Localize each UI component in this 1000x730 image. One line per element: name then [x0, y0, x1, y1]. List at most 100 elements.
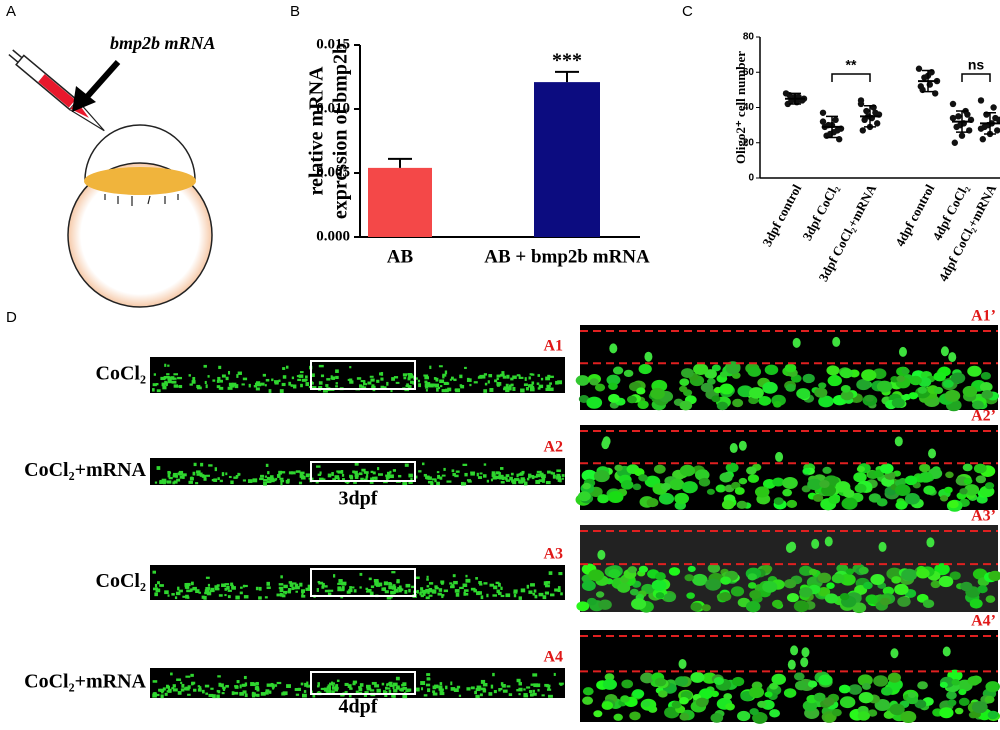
cell — [319, 471, 322, 475]
cell — [425, 385, 429, 389]
image-tag: A4 — [543, 649, 563, 666]
cell — [483, 373, 487, 376]
cell — [386, 381, 389, 386]
cell — [235, 474, 239, 478]
cell — [188, 374, 191, 377]
cell — [465, 592, 469, 596]
cell — [650, 387, 665, 400]
cell — [895, 500, 908, 510]
cell — [606, 374, 621, 386]
cell — [631, 598, 647, 610]
cell — [979, 382, 993, 392]
cell — [505, 383, 509, 388]
cell — [478, 591, 482, 595]
cell — [242, 479, 246, 482]
cell — [152, 680, 158, 683]
cell — [840, 385, 851, 393]
cell — [483, 463, 487, 466]
cell — [484, 382, 488, 386]
cell — [166, 684, 169, 689]
cell — [300, 475, 306, 480]
cell — [557, 380, 563, 385]
cell — [895, 484, 911, 497]
cell — [272, 479, 277, 482]
cell — [205, 692, 209, 695]
cell — [441, 582, 444, 585]
cell — [327, 473, 332, 478]
cell — [298, 481, 303, 485]
cell — [318, 364, 324, 368]
cell — [384, 590, 389, 594]
cell — [187, 693, 191, 696]
cell — [814, 387, 828, 398]
cell — [506, 685, 511, 688]
cell — [176, 478, 181, 482]
cell — [190, 673, 194, 677]
cell — [440, 385, 443, 388]
cell — [854, 483, 867, 493]
cell — [620, 576, 629, 584]
cell — [332, 574, 336, 578]
cell — [461, 482, 467, 486]
cell — [629, 588, 639, 596]
cell — [340, 470, 344, 474]
cell — [164, 363, 167, 367]
cell — [268, 389, 272, 393]
cell — [274, 381, 279, 385]
cell — [470, 472, 475, 476]
cell — [940, 346, 949, 357]
cell — [473, 589, 477, 593]
cell — [843, 489, 855, 498]
data-point — [977, 97, 985, 104]
cell — [589, 378, 599, 386]
cell — [638, 565, 649, 573]
cell — [557, 478, 560, 482]
cell — [423, 694, 428, 697]
cell — [609, 343, 618, 354]
cell — [454, 474, 459, 478]
cell — [782, 488, 793, 497]
cell — [914, 699, 927, 709]
cell — [557, 588, 561, 593]
cell — [425, 389, 428, 392]
cell — [447, 387, 452, 392]
cell — [839, 696, 856, 709]
cell — [189, 383, 193, 386]
cell — [532, 683, 537, 686]
cell — [711, 395, 721, 403]
cell — [450, 585, 455, 589]
cell — [427, 688, 431, 693]
cell — [160, 694, 164, 699]
cell — [242, 690, 247, 694]
cell — [638, 363, 652, 375]
cell — [626, 395, 637, 404]
cell — [773, 401, 782, 408]
cell — [512, 375, 517, 379]
cell — [365, 587, 369, 591]
cell — [437, 474, 441, 479]
cell — [344, 690, 348, 695]
cell — [723, 693, 733, 700]
cell — [930, 580, 941, 589]
cell — [531, 381, 535, 385]
cell — [881, 686, 893, 696]
cell — [505, 474, 510, 478]
cell — [865, 594, 879, 604]
cell — [534, 475, 538, 478]
cell — [415, 576, 420, 580]
cell — [479, 583, 483, 586]
cell — [705, 578, 722, 591]
cell — [948, 352, 957, 363]
cell — [464, 366, 467, 370]
cell — [612, 366, 624, 375]
cell — [372, 471, 376, 475]
cell — [183, 687, 187, 691]
cell — [392, 584, 396, 589]
error-bar — [826, 115, 838, 139]
cell — [441, 594, 445, 597]
y-axis-label: relative mRNA — [306, 66, 328, 196]
cell — [221, 472, 225, 477]
cell — [179, 475, 184, 479]
cell — [841, 497, 858, 510]
cell — [694, 469, 710, 481]
